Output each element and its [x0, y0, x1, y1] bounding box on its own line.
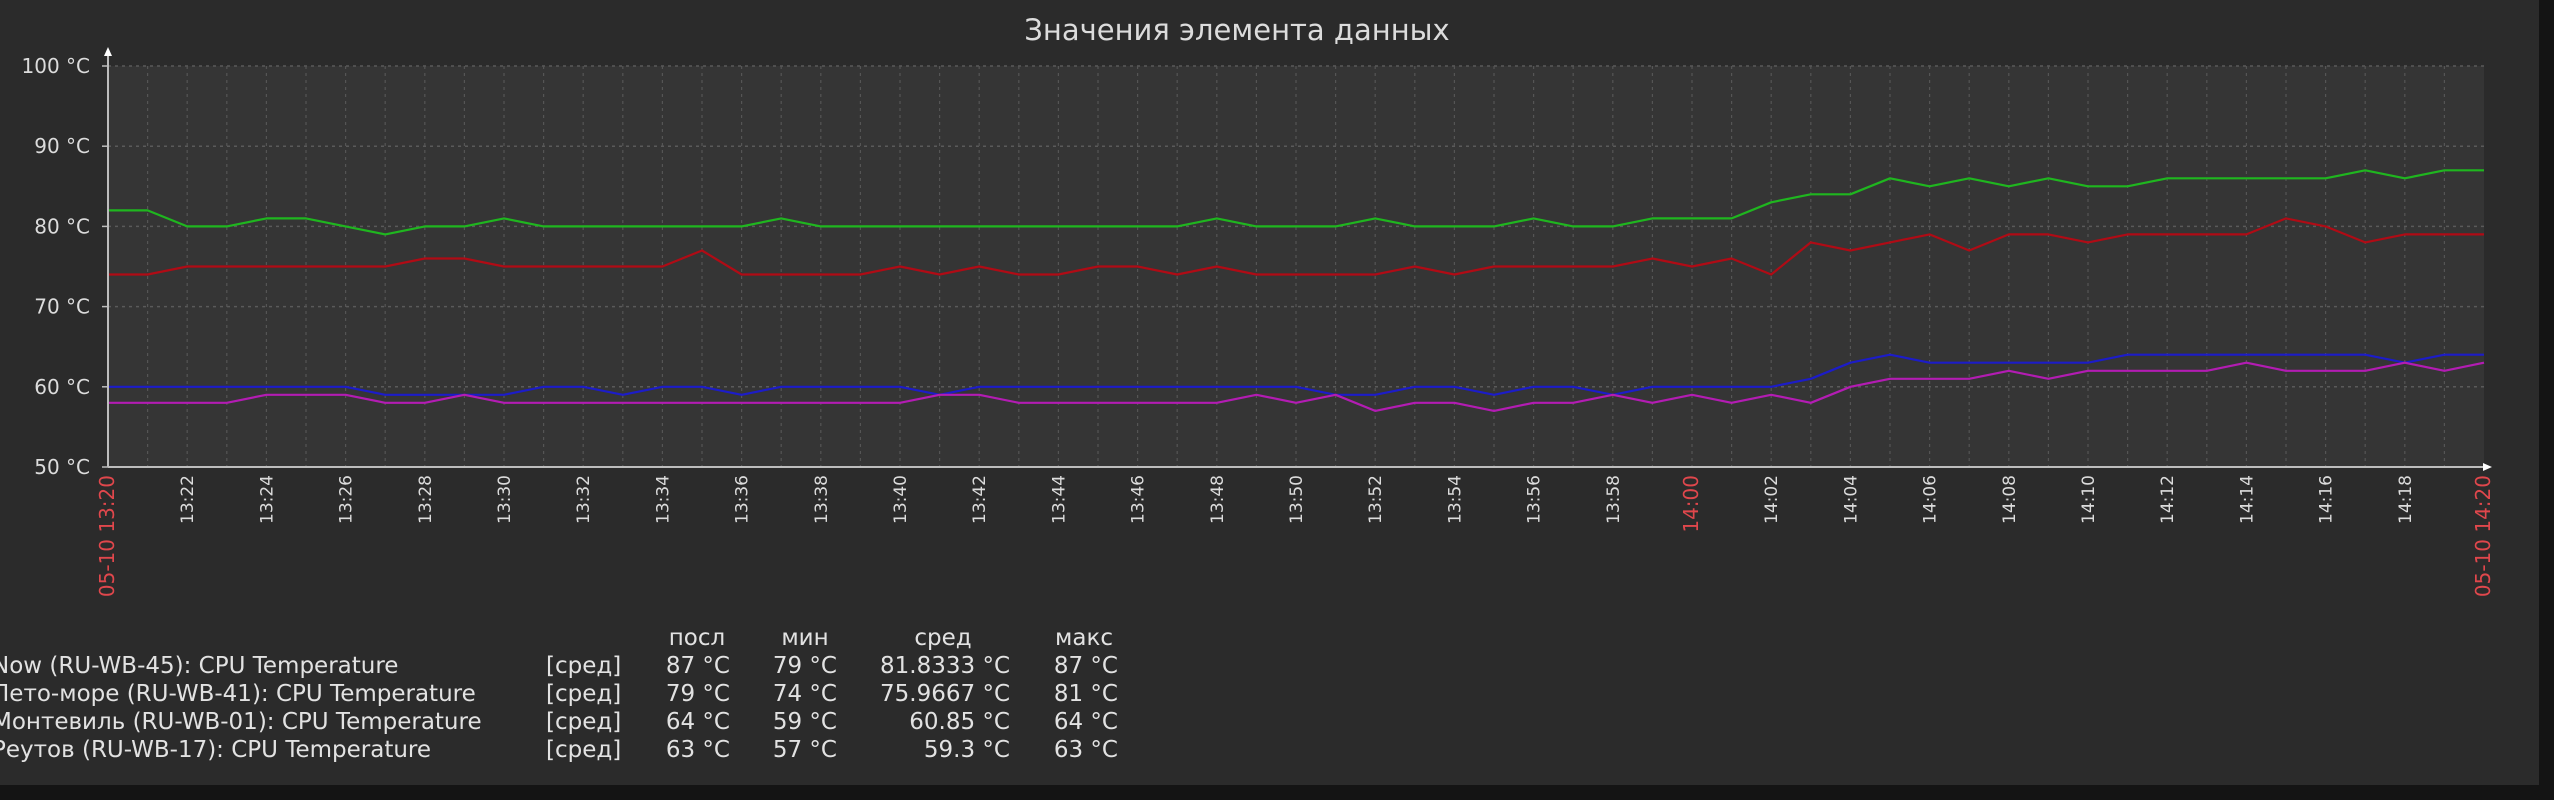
- legend-header: макс: [1055, 625, 1113, 651]
- legend-last: 79 °C: [666, 681, 730, 707]
- legend-function: [сред]: [546, 737, 621, 763]
- x-tick-label: 13:50: [1287, 475, 1307, 524]
- x-tick-label: 14:04: [1841, 475, 1861, 524]
- legend: посл мин сред макс Now (RU-WB-45): CPU Tempe…: [0, 625, 1118, 763]
- series-line-4: [108, 361, 2485, 412]
- legend-max: 87 °C: [1054, 653, 1118, 679]
- x-tick-label: 13:38: [812, 475, 832, 524]
- legend-series-name: Монтевиль (RU-WB-01): CPU Temperature: [0, 709, 482, 735]
- x-tick-label: 13:40: [891, 475, 911, 524]
- x-tick-label: 14:08: [2000, 475, 2020, 524]
- x-tick-label: 13:52: [1366, 475, 1386, 524]
- legend-avg: 81.8333 °C: [880, 653, 1010, 679]
- legend-last: 63 °C: [666, 737, 730, 763]
- legend-min: 59 °C: [773, 709, 837, 735]
- legend-min: 74 °C: [773, 681, 837, 707]
- x-tick-label: 13:48: [1208, 475, 1228, 524]
- graph-frame: 50 °C 60 °C 70 °C 80 °C 90 °C 100 °C 13:22 13:…: [0, 0, 2539, 785]
- x-tick-label: 14:12: [2158, 475, 2178, 524]
- x-tick-label: 14:02: [1762, 475, 1782, 524]
- x-tick-label: 14:18: [2396, 475, 2416, 524]
- series-line-2: [108, 217, 2484, 276]
- legend-max: 63 °C: [1054, 737, 1118, 763]
- legend-min: 79 °C: [773, 653, 837, 679]
- legend-avg: 60.85 °C: [909, 709, 1010, 735]
- x-tick-label: 13:24: [257, 475, 277, 524]
- x-tick-label: 13:34: [653, 475, 673, 524]
- x-tick-label: 13:26: [337, 475, 357, 524]
- legend-max: 64 °C: [1054, 709, 1118, 735]
- x-tick-label: 14:06: [1921, 475, 1941, 524]
- x-axis-arrow: [2483, 463, 2492, 471]
- x-tick-label: 13:36: [733, 475, 753, 524]
- x-tick-label: 13:58: [1604, 475, 1624, 524]
- series-line-3: [108, 353, 2484, 396]
- legend-avg: 75.9667 °C: [880, 681, 1010, 707]
- legend-function: [сред]: [546, 681, 621, 707]
- x-tick-label: 13:22: [178, 475, 198, 524]
- series-lines: [108, 169, 2485, 412]
- axes: [104, 47, 2492, 471]
- x-tick-label: 13:44: [1049, 475, 1069, 524]
- x-tick-label: 14:10: [2079, 475, 2099, 524]
- x-tick-label: 13:30: [495, 475, 515, 524]
- y-tick-label: 50 °C: [34, 455, 90, 479]
- x-tick-label: 14:00: [1679, 475, 1703, 533]
- legend-series-name: Лето-море (RU-WB-41): CPU Temperature: [0, 681, 476, 707]
- legend-function: [сред]: [546, 653, 621, 679]
- y-tick-label: 100 °C: [22, 54, 91, 78]
- y-axis-ticks: 50 °C 60 °C 70 °C 80 °C 90 °C 100 °C: [22, 54, 108, 479]
- legend-min: 57 °C: [773, 737, 837, 763]
- legend-function: [сред]: [546, 709, 621, 735]
- legend-header: посл: [669, 625, 725, 651]
- y-tick-label: 80 °C: [34, 214, 90, 238]
- legend-header: сред: [914, 625, 971, 651]
- y-axis-arrow: [104, 47, 112, 56]
- x-tick-label: 05-10 14:20: [2471, 475, 2495, 597]
- x-tick-label: 13:28: [416, 475, 436, 524]
- legend-series-name: Реутов (RU-WB-17): CPU Temperature: [0, 737, 431, 763]
- legend-series-name: Now (RU-WB-45): CPU Temperature: [0, 653, 398, 679]
- legend-last: 64 °C: [666, 709, 730, 735]
- y-tick-label: 70 °C: [34, 295, 90, 319]
- x-tick-label: 13:42: [970, 475, 990, 524]
- plot-area: [108, 66, 2484, 467]
- x-tick-label: 14:16: [2317, 475, 2337, 524]
- legend-last: 87 °C: [666, 653, 730, 679]
- y-tick-label: 60 °C: [34, 375, 90, 399]
- legend-header: мин: [781, 625, 828, 651]
- series-line-1: [108, 169, 2484, 236]
- x-tick-label: 14:14: [2237, 475, 2257, 524]
- x-tick-label: 13:56: [1525, 475, 1545, 524]
- x-tick-label: 13:46: [1129, 475, 1149, 524]
- x-axis-ticks: 13:22 13:24 13:26 13:28 13:30 13:32 13:34 13:36…: [95, 475, 2495, 597]
- legend-avg: 59.3 °C: [924, 737, 1010, 763]
- y-tick-label: 90 °C: [34, 134, 90, 158]
- legend-max: 81 °C: [1054, 681, 1118, 707]
- x-tick-label: 13:32: [574, 475, 594, 524]
- x-tick-label: 05-10 13:20: [95, 475, 119, 597]
- chart-title: Значения элемента данных: [1024, 13, 1449, 47]
- x-tick-label: 13:54: [1445, 475, 1465, 524]
